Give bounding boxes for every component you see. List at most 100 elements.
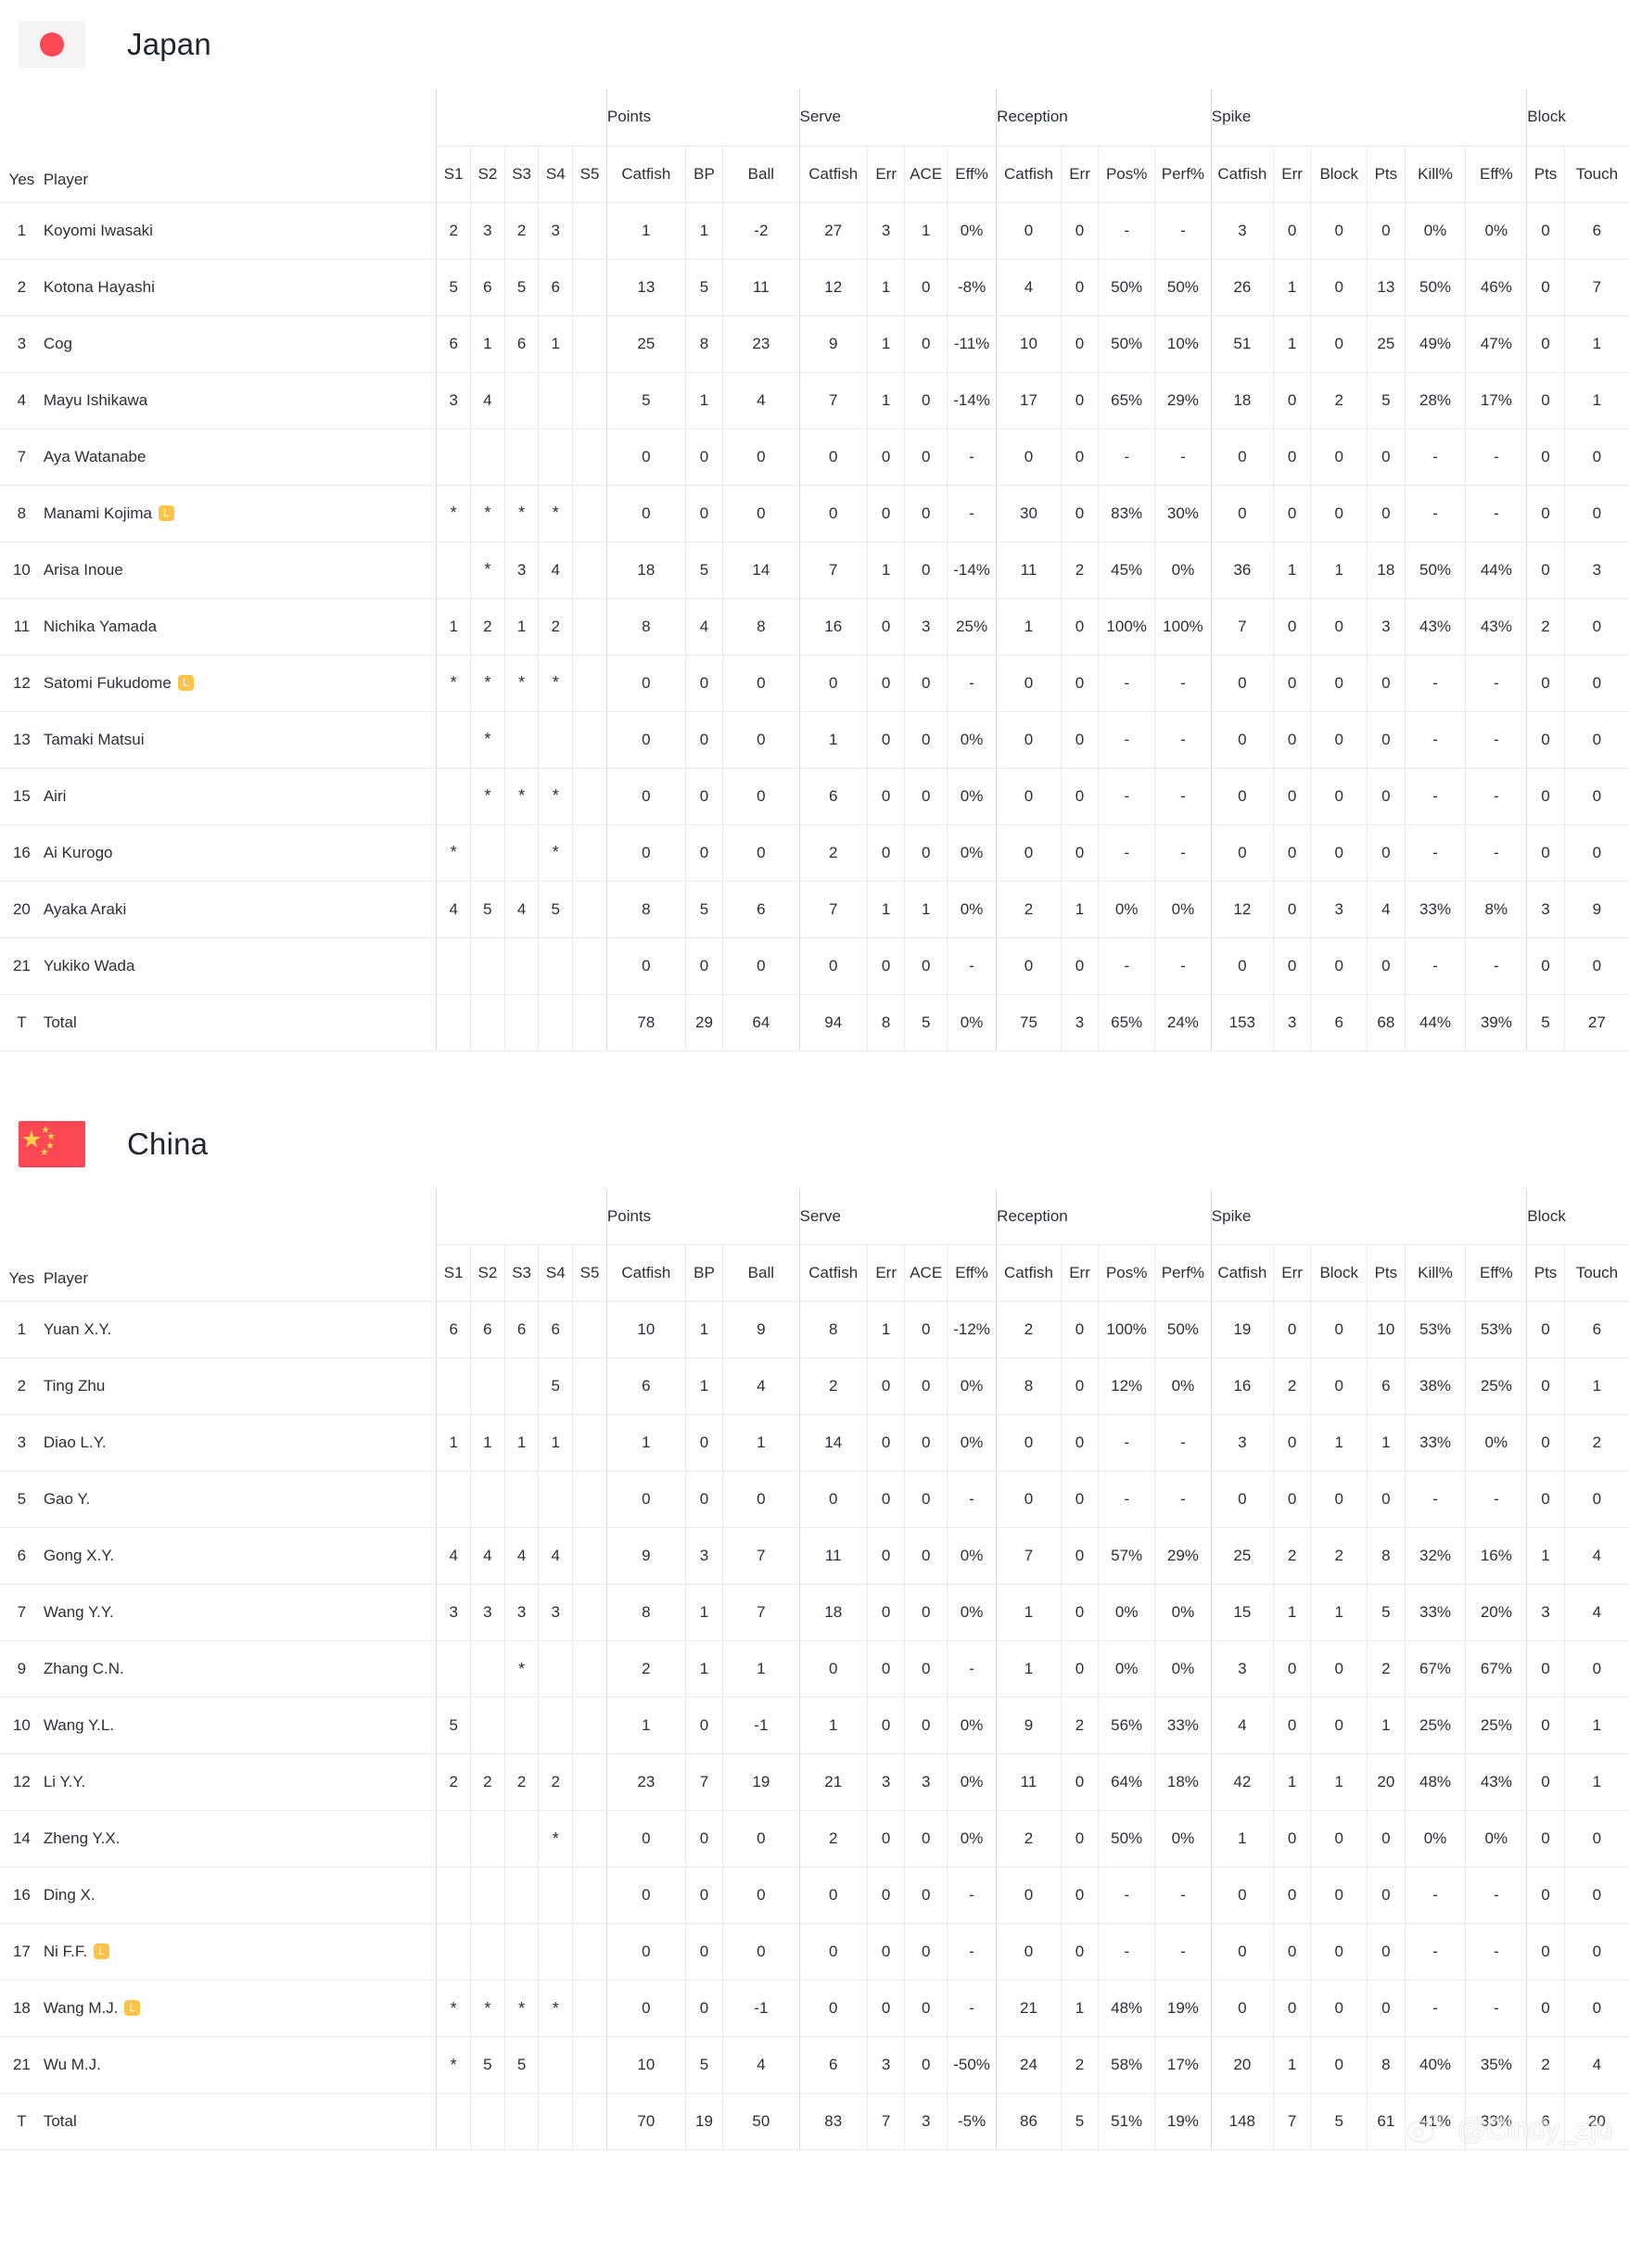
set-3-value bbox=[503, 937, 539, 995]
points-value: 18 bbox=[605, 542, 686, 599]
spike-value: 0 bbox=[1367, 937, 1406, 995]
spike-value: 0 bbox=[1310, 1923, 1368, 1981]
set-4-value bbox=[538, 994, 573, 1051]
points-value: 8 bbox=[605, 598, 686, 656]
block-value: 4 bbox=[1563, 1584, 1629, 1641]
points-value: 0 bbox=[722, 937, 799, 995]
serve-value: 0 bbox=[798, 1923, 868, 1981]
block-value: 6 bbox=[1563, 1301, 1629, 1358]
set-3-value bbox=[503, 1810, 539, 1867]
points-value: 0 bbox=[722, 1867, 799, 1924]
set-5-value bbox=[572, 2093, 607, 2150]
spike-value: 153 bbox=[1210, 994, 1274, 1051]
serve-value: 5 bbox=[904, 994, 948, 1051]
group-header-reception: Reception bbox=[996, 89, 1212, 147]
spike-value: 0 bbox=[1310, 315, 1368, 373]
spike-value: 20% bbox=[1465, 1584, 1527, 1641]
spike-value: 3 bbox=[1210, 1414, 1274, 1472]
spike-value: 25% bbox=[1465, 1357, 1527, 1415]
serve-value: 8 bbox=[798, 1301, 868, 1358]
points-value: 0 bbox=[605, 1923, 686, 1981]
set-4-value bbox=[538, 2036, 573, 2094]
spike-value: 0 bbox=[1272, 428, 1311, 486]
reception-value: 56% bbox=[1098, 1697, 1155, 1754]
reception-value: 0 bbox=[1060, 1584, 1099, 1641]
set-5-value bbox=[572, 1697, 607, 1754]
serve-value: 0 bbox=[866, 1527, 905, 1585]
set-2-value bbox=[470, 1357, 505, 1415]
column-header-spike-catfish: Catfish bbox=[1210, 1244, 1274, 1302]
block-value: 0 bbox=[1563, 1923, 1629, 1981]
spike-value: 0 bbox=[1210, 1471, 1274, 1528]
player-name: Wang Y.L. bbox=[43, 1697, 437, 1754]
set-3-value bbox=[503, 824, 539, 882]
points-value: 0 bbox=[605, 1980, 686, 2037]
column-header-player: Player bbox=[43, 89, 437, 203]
serve-value: 0% bbox=[946, 1697, 997, 1754]
spike-value: - bbox=[1465, 1980, 1527, 2037]
points-value: 0 bbox=[684, 937, 723, 995]
reception-value: 0 bbox=[996, 768, 1062, 825]
china-flag-stars bbox=[22, 1125, 55, 1155]
points-value: 10 bbox=[605, 2036, 686, 2094]
player-number: 7 bbox=[0, 1584, 44, 1641]
serve-value: 0 bbox=[904, 1414, 948, 1472]
player-number: 14 bbox=[0, 1810, 44, 1867]
spike-value: 0 bbox=[1310, 202, 1368, 260]
reception-value: 0% bbox=[1154, 1810, 1212, 1867]
column-header-reception-perfpct: Perf% bbox=[1154, 1244, 1212, 1302]
points-value: 0 bbox=[684, 428, 723, 486]
group-header-serve: Serve bbox=[798, 89, 997, 147]
block-value: 0 bbox=[1526, 315, 1565, 373]
serve-value: 1 bbox=[866, 259, 905, 316]
serve-value: 1 bbox=[798, 1697, 868, 1754]
spike-value: 1 bbox=[1272, 1584, 1311, 1641]
reception-value: 0% bbox=[1154, 542, 1212, 599]
set-3-value bbox=[503, 711, 539, 769]
table-row: 1 Koyomi Iwasaki 2 3 2 3 1 1 -2 27 3 1 0% 0 0- -3 0 0 0 0% 0… bbox=[0, 202, 1629, 260]
block-value: 1 bbox=[1563, 315, 1629, 373]
points-value: 0 bbox=[684, 485, 723, 542]
spike-value: 44% bbox=[1465, 542, 1527, 599]
set-1-value bbox=[436, 1867, 471, 1924]
table-row: 9 Zhang C.N. * 2 1 1 0 0 0-1 0 0% 0% 3 0 0 2 67% 67% 0 0 bbox=[0, 1640, 1629, 1698]
set-1-value bbox=[436, 994, 471, 1051]
spike-value: 50% bbox=[1404, 259, 1466, 316]
column-header-points-catfish: Catfish bbox=[605, 146, 686, 203]
set-1-value: * bbox=[436, 2036, 471, 2094]
spike-value: 0 bbox=[1272, 598, 1311, 656]
column-header-reception-err: Err bbox=[1060, 1244, 1099, 1302]
set-1-value: 1 bbox=[436, 598, 471, 656]
spike-value: 39% bbox=[1465, 994, 1527, 1051]
points-value: 70 bbox=[605, 2093, 686, 2150]
points-value: 78 bbox=[605, 994, 686, 1051]
set-3-value: * bbox=[503, 655, 539, 712]
player-name: Koyomi Iwasaki bbox=[43, 202, 437, 260]
set-4-value: 1 bbox=[538, 315, 573, 373]
spike-value: 0 bbox=[1310, 655, 1368, 712]
spike-value: 2 bbox=[1310, 372, 1368, 429]
player-number: 18 bbox=[0, 1980, 44, 2037]
serve-value: 16 bbox=[798, 598, 868, 656]
block-value: 0 bbox=[1563, 711, 1629, 769]
reception-value: 0% bbox=[1154, 1640, 1212, 1698]
spike-value: 42 bbox=[1210, 1753, 1274, 1811]
player-name: Tamaki Matsui bbox=[43, 711, 437, 769]
spike-value: 18 bbox=[1367, 542, 1406, 599]
block-value: 0 bbox=[1563, 485, 1629, 542]
serve-value: 0 bbox=[866, 1640, 905, 1698]
serve-value: 8 bbox=[866, 994, 905, 1051]
serve-value: 0 bbox=[798, 937, 868, 995]
set-4-value: * bbox=[538, 1980, 573, 2037]
serve-value: 0 bbox=[798, 1867, 868, 1924]
reception-value: 2 bbox=[996, 1301, 1062, 1358]
points-value: 0 bbox=[684, 655, 723, 712]
serve-value: 3 bbox=[904, 598, 948, 656]
points-value: 0 bbox=[605, 711, 686, 769]
serve-value: 83 bbox=[798, 2093, 868, 2150]
block-value: 1 bbox=[1526, 1527, 1565, 1585]
block-value: 7 bbox=[1563, 259, 1629, 316]
reception-value: 0% bbox=[1098, 1584, 1155, 1641]
reception-value: 0 bbox=[1060, 824, 1099, 882]
spike-value: 0 bbox=[1310, 1697, 1368, 1754]
